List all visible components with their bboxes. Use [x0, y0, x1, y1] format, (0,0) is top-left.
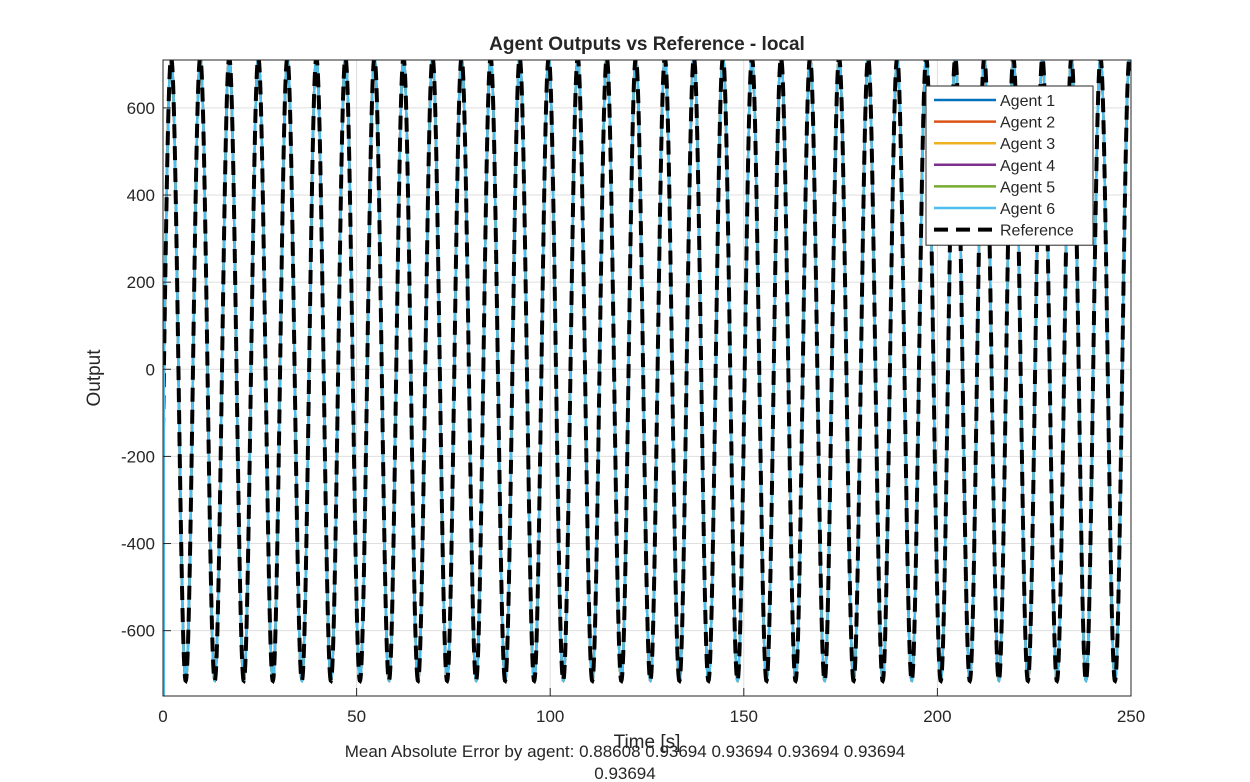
- y-tick-label: 200: [127, 273, 155, 292]
- legend-agent-3-label: Agent 3: [1000, 136, 1055, 153]
- legend-agent-6-label: Agent 6: [1000, 201, 1055, 218]
- annotation-line-2: 0.93694: [594, 764, 655, 782]
- legend-agent-1-label: Agent 1: [1000, 93, 1055, 110]
- y-tick-label: -400: [121, 535, 155, 554]
- x-tick-label: 250: [1117, 707, 1145, 726]
- legend: Agent 1 Agent 2 Agent 3 Agent 4 Agent 5 Agent…: [925, 85, 1094, 246]
- data-layer: [163, 60, 1131, 696]
- legend-agent-4-label: Agent 4: [1000, 158, 1055, 175]
- legend-agent-2-label: Agent 2: [1000, 115, 1055, 132]
- y-tick-label: 400: [127, 186, 155, 205]
- x-tick-label: 0: [158, 707, 167, 726]
- x-tick-label: 150: [730, 707, 758, 726]
- x-tick-label: 50: [347, 707, 366, 726]
- x-axis-label: Time [s]: [614, 732, 681, 753]
- axis-ticks: 0 50 100 150 200 250 -600 -400 -200 0 200 400 600: [121, 99, 1145, 726]
- y-axis-label: Output: [84, 349, 105, 407]
- chart-title: Agent Outputs vs Reference - local: [489, 34, 805, 55]
- series-line-reference: [163, 60, 1131, 684]
- plot-area-border: [162, 59, 1132, 697]
- y-tick-label: -600: [121, 622, 155, 641]
- y-tick-label: -200: [121, 447, 155, 466]
- legend-reference-label: Reference: [1000, 223, 1074, 240]
- y-tick-label: 0: [146, 360, 155, 379]
- x-tick-label: 200: [923, 707, 951, 726]
- x-tick-label: 100: [536, 707, 564, 726]
- y-tick-label: 600: [127, 99, 155, 118]
- legend-agent-5-label: Agent 5: [1000, 179, 1055, 196]
- annotation-line-1: Mean Absolute Error by agent: 0.88608 0.…: [345, 742, 906, 761]
